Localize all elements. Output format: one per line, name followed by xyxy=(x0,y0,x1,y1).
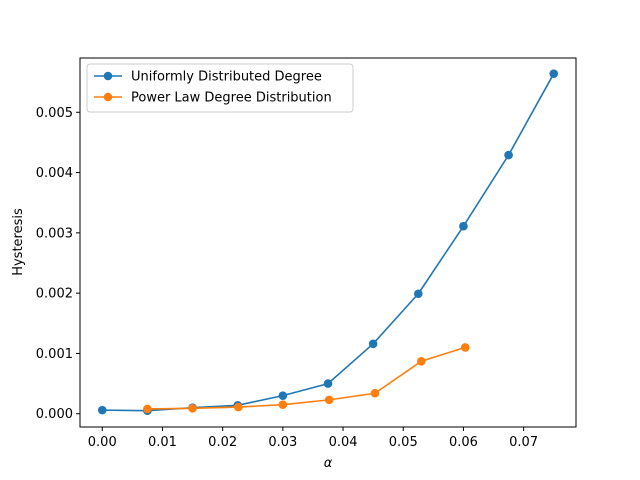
legend-swatch-marker xyxy=(103,92,113,102)
data-point xyxy=(323,379,333,388)
x-tick-label: 0.00 xyxy=(88,435,117,450)
data-point xyxy=(504,150,513,160)
x-tick-label: 0.07 xyxy=(509,435,538,450)
data-point xyxy=(417,356,426,366)
data-point xyxy=(143,404,152,414)
plot-frame xyxy=(79,57,577,428)
y-tick-label: 0.004 xyxy=(36,166,73,181)
legend-item-0: Uniformly Distributed Degree xyxy=(94,70,322,85)
x-tick-label: 0.01 xyxy=(148,435,177,450)
x-tick-label: 0.03 xyxy=(268,435,297,450)
data-point xyxy=(324,395,334,405)
data-point xyxy=(97,405,107,415)
series-1 xyxy=(143,343,470,414)
data-point xyxy=(368,339,378,349)
x-tick-label: 0.06 xyxy=(449,435,478,450)
data-point xyxy=(370,388,380,398)
y-tick-label: 0.005 xyxy=(36,106,73,121)
data-point xyxy=(459,221,468,231)
x-tick-label: 0.05 xyxy=(389,435,418,450)
y-tick-label: 0.000 xyxy=(36,407,73,422)
series-line xyxy=(147,346,466,410)
legend-swatch-marker xyxy=(103,71,113,81)
data-point xyxy=(278,391,288,400)
legend-item-1: Power Law Degree Distribution xyxy=(94,91,332,106)
series-layer xyxy=(97,69,559,416)
y-tick-label: 0.003 xyxy=(36,226,73,241)
data-point xyxy=(234,402,243,412)
legend-label: Uniformly Distributed Degree xyxy=(131,70,322,85)
data-point xyxy=(188,404,197,413)
data-point xyxy=(549,69,559,78)
data-point xyxy=(278,400,288,409)
data-point xyxy=(413,289,423,299)
y-axis-label: Hysteresis xyxy=(11,208,26,276)
legend-label: Power Law Degree Distribution xyxy=(131,91,332,106)
x-tick-label: 0.02 xyxy=(208,435,237,450)
y-tick-label: 0.001 xyxy=(36,347,73,362)
x-tick-label: 0.04 xyxy=(329,435,358,450)
x-axis-label: α xyxy=(324,456,333,471)
y-tick-label: 0.002 xyxy=(36,287,73,302)
data-point xyxy=(460,343,470,352)
x-axis: 0.00 0.01 0.02 0.03 0.04 0.05 0.06 0.07 xyxy=(88,427,538,450)
legend: Uniformly Distributed Degree Power Law De… xyxy=(86,63,354,113)
plot-area xyxy=(79,57,577,428)
legend-box xyxy=(86,63,354,113)
y-axis: 0.000 0.001 0.002 0.003 0.004 0.005 xyxy=(36,106,80,422)
